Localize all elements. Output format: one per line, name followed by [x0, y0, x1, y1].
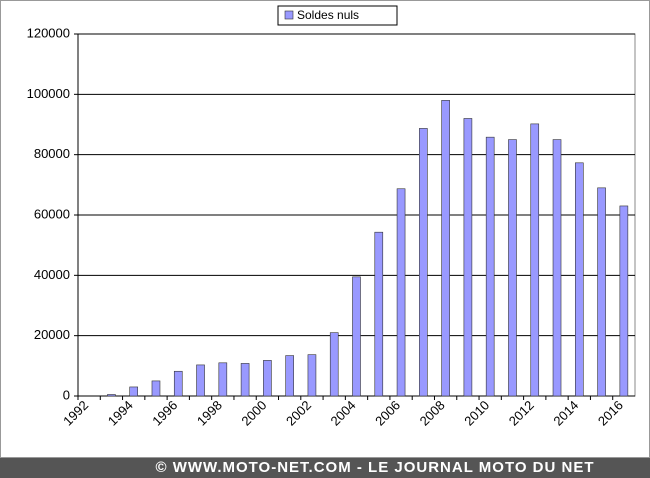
legend-label: Soldes nuls [297, 8, 359, 22]
bar [129, 386, 138, 397]
bar [218, 362, 228, 397]
legend-swatch [284, 10, 294, 20]
bar [352, 276, 361, 397]
bar [619, 205, 629, 397]
bar [485, 136, 495, 397]
y-tick-label: 80000 [34, 146, 70, 161]
bar [597, 187, 606, 397]
y-tick-label: 120000 [27, 25, 70, 40]
bar [173, 370, 183, 397]
y-tick-label: 100000 [27, 86, 70, 101]
bar [307, 354, 317, 397]
y-tick-label: 0 [63, 387, 70, 402]
bar [552, 139, 562, 397]
legend-box [277, 5, 398, 26]
bar [574, 162, 584, 397]
y-tick-label: 40000 [34, 267, 70, 282]
y-tick-label: 60000 [34, 206, 70, 221]
bar [419, 128, 428, 397]
bar [508, 139, 517, 397]
footer-band [0, 458, 650, 478]
bar [463, 118, 473, 397]
bar [441, 100, 450, 397]
bar [396, 188, 406, 397]
bar [263, 360, 272, 397]
bar [329, 332, 339, 397]
bar [530, 123, 540, 397]
bar [285, 355, 294, 397]
bar [196, 364, 205, 397]
bar [240, 363, 250, 397]
bar [107, 394, 116, 397]
bar [374, 231, 384, 397]
footer: © WWW.MOTO-NET.COM - LE JOURNAL MOTO DU … [155, 459, 594, 476]
y-tick-label: 20000 [34, 327, 70, 342]
bar [151, 380, 161, 397]
